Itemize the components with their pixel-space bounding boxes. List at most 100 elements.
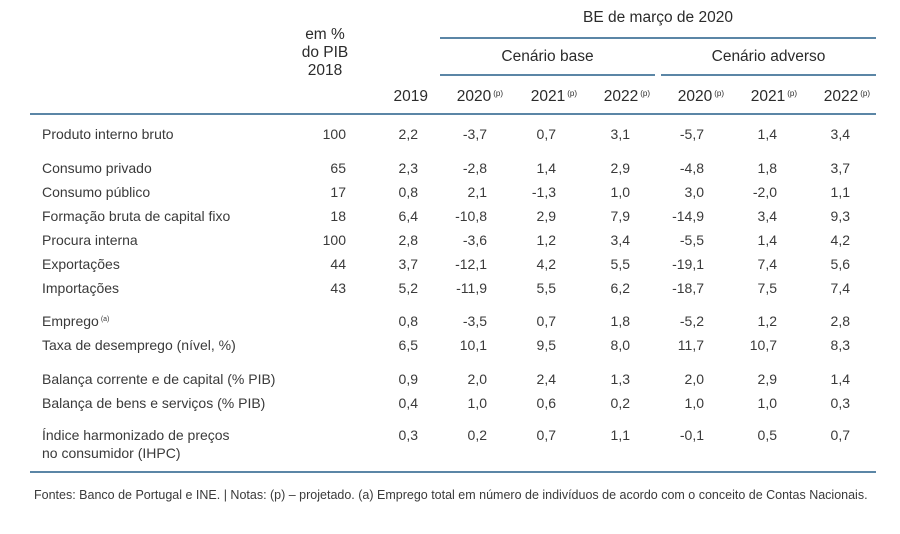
table-cell: -12,1	[455, 256, 487, 272]
table-row: Consumo público 17 0,8 2,1 -1,3 1,0 3,0 -2,0 1,1	[0, 184, 900, 204]
table-cell: -14,9	[672, 208, 704, 224]
table-cell: 17	[330, 184, 346, 200]
row-label-text: Importações	[42, 280, 120, 296]
table-cell: -11,9	[456, 280, 487, 296]
table-row: Exportações 44 3,7 -12,1 4,2 5,5 -19,1 7,4 5,6	[0, 256, 900, 276]
row-label: Consumo público	[42, 184, 150, 200]
table-cell: 0,7	[536, 313, 556, 329]
row-label: Índice harmonizado de preços no consumido…	[42, 427, 230, 461]
row-label-text: Formação bruta de capital fixo	[42, 208, 231, 224]
table-cell: 2,1	[467, 184, 487, 200]
proj-mark: (p)	[640, 89, 650, 98]
table-row: Importações 43 5,2 -11,9 5,5 6,2 -18,7 7,5 7,4	[0, 280, 900, 300]
table-cell: 1,1	[830, 184, 850, 200]
proj-mark: (p)	[567, 89, 577, 98]
table-cell: 3,4	[757, 208, 777, 224]
pib-col-line-3: 2018	[307, 62, 343, 79]
table-cell: 18	[330, 208, 346, 224]
row-label-text: Balança corrente e de capital (% PIB)	[42, 371, 276, 387]
proj-year-heading: 2021 (p)	[725, 88, 797, 106]
table-cell: -2,0	[752, 184, 777, 200]
table-cell: 3,4	[610, 232, 630, 248]
table-cell: -5,7	[679, 126, 704, 142]
scenario-base-rule	[440, 74, 655, 76]
table-cell: -10,8	[455, 208, 487, 224]
proj-mark: (p)	[493, 89, 503, 98]
table-cell: 6,4	[398, 208, 418, 224]
row-note-mark: (a)	[100, 316, 110, 323]
table-cell: 43	[330, 280, 346, 296]
row-label-text: Taxa de desemprego (nível, %)	[42, 337, 236, 353]
table-cell: 9,5	[536, 337, 556, 353]
table-cell: 0,7	[536, 427, 556, 443]
row-label-text: Procura interna	[42, 232, 138, 248]
table-cell: 100	[322, 232, 346, 248]
scenario-adverse-rule	[661, 74, 876, 76]
row-label: Balança de bens e serviços (% PIB)	[42, 395, 265, 411]
table-cell: 5,2	[398, 280, 418, 296]
proj-year: 2022	[603, 88, 639, 105]
table-cell: 6,2	[610, 280, 630, 296]
group-title-rule	[440, 37, 876, 39]
row-label: Balança corrente e de capital (% PIB)	[42, 371, 275, 387]
scenario-adverse-heading: Cenário adverso	[711, 48, 826, 65]
row-label-text: Exportações	[42, 256, 120, 272]
year-2019-heading: 2019	[393, 88, 428, 105]
table-cell: 2,9	[757, 371, 777, 387]
table-cell: 2,2	[398, 126, 418, 142]
table-cell: -3,5	[462, 313, 487, 329]
table-cell: 2,9	[610, 160, 630, 176]
table-cell: 1,4	[830, 371, 850, 387]
table-cell: 0,8	[398, 313, 418, 329]
row-label-text: Emprego	[42, 313, 99, 329]
row-label-line-2: no consumidor (IHPC)	[42, 445, 181, 461]
proj-year-heading: 2021 (p)	[505, 88, 577, 106]
table-cell: 1,2	[536, 232, 556, 248]
table-cell: 3,0	[684, 184, 704, 200]
table-cell: 9,3	[830, 208, 850, 224]
row-label: Produto interno bruto	[42, 126, 174, 142]
table-cell: 2,8	[398, 232, 418, 248]
table-cell: -4,8	[679, 160, 704, 176]
table-cell: 3,7	[398, 256, 418, 272]
proj-year: 2020	[677, 88, 713, 105]
group-title: BE de março de 2020	[583, 9, 733, 26]
table-bottom-rule	[30, 471, 876, 473]
row-label: Taxa de desemprego (nível, %)	[42, 337, 236, 353]
table-cell: 2,0	[467, 371, 487, 387]
table-cell: 0,3	[398, 427, 418, 443]
scenario-base-heading: Cenário base	[501, 48, 594, 65]
table-cell: -5,5	[679, 232, 704, 248]
table-cell: 7,9	[610, 208, 630, 224]
table-cell: 1,4	[757, 232, 777, 248]
table-cell: 4,2	[830, 232, 850, 248]
proj-year-heading: 2020 (p)	[431, 88, 503, 106]
row-label: Formação bruta de capital fixo	[42, 208, 230, 224]
table-cell: 1,4	[757, 126, 777, 142]
row-label-text: Consumo público	[42, 184, 151, 200]
table-cell: 3,4	[830, 126, 850, 142]
table-cell: 0,7	[536, 126, 556, 142]
footnote: Fontes: Banco de Portugal e INE. | Notas…	[34, 488, 868, 502]
table-cell: 44	[330, 256, 346, 272]
proj-year-heading: 2020 (p)	[652, 88, 724, 106]
table-cell: 1,0	[684, 395, 704, 411]
table-cell: 1,3	[610, 371, 630, 387]
table-row: Consumo privado 65 2,3 -2,8 1,4 2,9 -4,8 1,8 3,7	[0, 160, 900, 180]
pib-col-line-2: do PIB	[301, 44, 349, 61]
table-cell: 2,4	[536, 371, 556, 387]
table-cell: 0,8	[398, 184, 418, 200]
table-cell: -2,8	[462, 160, 487, 176]
table-cell: 5,5	[610, 256, 630, 272]
table-cell: -18,7	[672, 280, 704, 296]
row-label: Emprego (a)	[42, 313, 109, 329]
table-row: Produto interno bruto 100 2,2 -3,7 0,7 3,1 -5,…	[0, 126, 900, 146]
table-row: Emprego (a) 0,8 -3,5 0,7 1,8 -5,2 1,2 2,8	[0, 313, 900, 333]
table-cell: 8,3	[830, 337, 850, 353]
pib-col-line-1: em %	[305, 26, 345, 43]
table-cell: 8,0	[610, 337, 630, 353]
table-cell: 0,2	[467, 427, 487, 443]
table-row: Balança corrente e de capital (% PIB) 0,9…	[0, 371, 900, 391]
table-cell: 1,8	[610, 313, 630, 329]
table-cell: 0,6	[536, 395, 556, 411]
